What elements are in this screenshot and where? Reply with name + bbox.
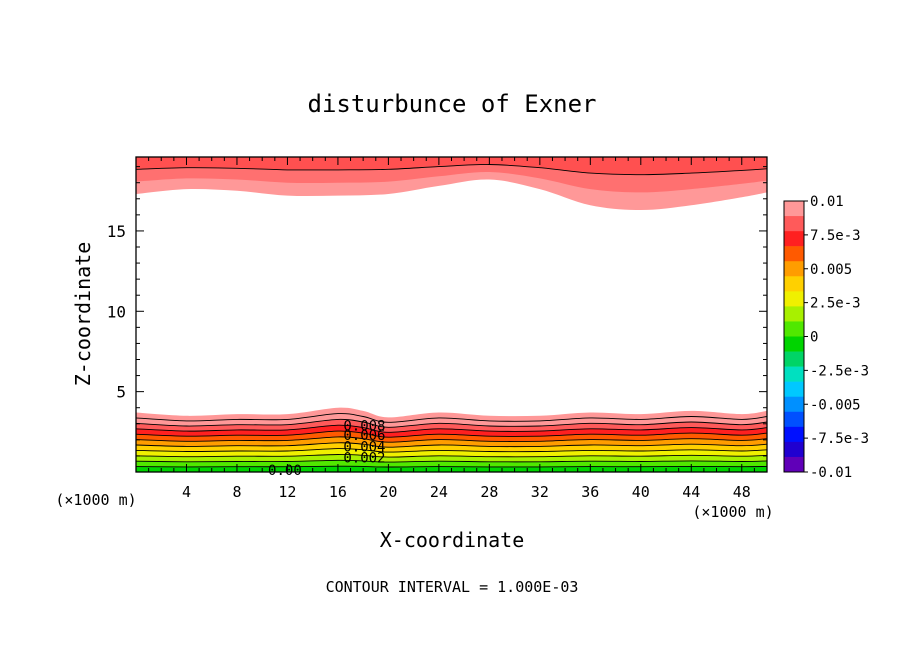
y-axis-ticks: 5 10 15 (107, 166, 767, 457)
colorbar-label: 7.5e-3 (810, 228, 861, 244)
colorbar-segment (784, 201, 804, 217)
colorbar-label: 0 (810, 330, 818, 346)
contour-line (135, 430, 768, 438)
x-axis-ticks: 4 8 12 16 20 24 28 32 36 40 44 48 (148, 157, 755, 501)
x-tick-label: 4 (182, 483, 191, 501)
contour-line (135, 424, 768, 433)
contour-bands (136, 157, 767, 472)
x-tick-label: 36 (581, 483, 599, 501)
colorbar-label: 0.01 (810, 194, 844, 210)
x-tick-label: 28 (480, 483, 498, 501)
colorbar-segment (784, 411, 804, 428)
x-tick-label: 24 (430, 483, 448, 501)
contour-label: 0.00 (268, 463, 302, 479)
x-tick-label: 40 (632, 483, 650, 501)
contour-line (135, 442, 768, 448)
contour-interval-footer: CONTOUR INTERVAL = 1.000E-03 (326, 578, 579, 596)
colorbar-segment (784, 261, 804, 277)
colorbar-segment (784, 216, 804, 232)
x-tick-label: 48 (733, 483, 751, 501)
x-tick-label: 8 (232, 483, 241, 501)
x-tick-label: 44 (682, 483, 700, 501)
colorbar-segment (784, 291, 804, 307)
colorbar-segment (784, 396, 804, 413)
x-tick-label: 12 (278, 483, 296, 501)
contour-line (135, 448, 768, 453)
y-tick-label: 10 (107, 302, 126, 321)
contour-label: 0.004 (343, 439, 385, 455)
contour-line (135, 459, 768, 463)
contour-line (135, 454, 768, 458)
chart-title: disturbunce of Exner (308, 90, 597, 118)
contour-label: 0.006 (343, 428, 385, 444)
contour-line (135, 465, 768, 468)
colorbar-label: -2.5e-3 (810, 363, 869, 379)
y-tick-label: 15 (107, 222, 126, 241)
colorbar-segment (784, 381, 804, 398)
colorbar-segment (784, 231, 804, 247)
contour-line (135, 418, 768, 428)
y-axis-label: Z-coordinate (71, 242, 95, 387)
colorbar-label: 0.005 (810, 262, 852, 278)
x-unit-left: (×1000 m) (55, 491, 136, 509)
x-tick-label: 20 (379, 483, 397, 501)
colorbar-segment (784, 366, 804, 382)
colorbar-labels: 0.01 7.5e-3 0.005 2.5e-3 0 -2.5e-3 -0.005 -7.5e… (804, 194, 869, 481)
contour-lines (135, 164, 768, 468)
x-tick-label: 32 (531, 483, 549, 501)
contour-line (135, 164, 768, 176)
colorbar-label: -7.5e-3 (810, 431, 869, 447)
colorbar-segment (784, 351, 804, 367)
colorbar-label: -0.005 (810, 397, 861, 413)
colorbar-segment (784, 336, 804, 352)
contour-label: 0.008 (343, 418, 385, 434)
colorbar: 0.01 7.5e-3 0.005 2.5e-3 0 -2.5e-3 -0.005 -7.5e… (783, 194, 869, 481)
x-unit-right: (×1000 m) (692, 503, 773, 521)
colorbar-segment (784, 426, 804, 443)
colorbar-segment (784, 306, 804, 322)
colorbar-label: 2.5e-3 (810, 296, 861, 312)
x-tick-label: 16 (329, 483, 347, 501)
colorbar-label: -0.01 (810, 465, 852, 481)
contour-line (135, 413, 768, 423)
colorbar-segment (784, 441, 804, 458)
contour-label: 0.002 (343, 451, 385, 467)
colorbar-segment (784, 246, 804, 262)
colorbar-segment (784, 321, 804, 337)
y-tick-label: 5 (116, 383, 126, 402)
colorbar-segment (784, 276, 804, 292)
colorbar-segment (784, 456, 804, 473)
x-axis-label: X-coordinate (380, 528, 525, 552)
contour-line (135, 436, 768, 443)
